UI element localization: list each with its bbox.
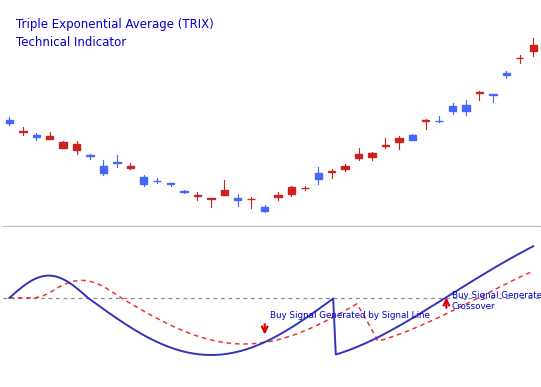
Bar xyxy=(288,187,295,194)
Bar xyxy=(194,195,201,196)
Bar xyxy=(234,198,241,200)
Bar xyxy=(408,135,416,140)
Bar xyxy=(46,136,54,139)
Bar xyxy=(73,144,80,150)
Bar xyxy=(127,166,134,168)
Text: Triple Exponential Average (TRIX)
Technical Indicator: Triple Exponential Average (TRIX) Techni… xyxy=(16,18,214,50)
Bar xyxy=(368,153,376,157)
Bar xyxy=(60,142,67,147)
Bar xyxy=(154,180,161,182)
Bar xyxy=(100,166,107,173)
Bar xyxy=(87,155,94,156)
Bar xyxy=(395,139,403,142)
Bar xyxy=(503,72,510,75)
Bar xyxy=(221,190,228,195)
Bar xyxy=(328,171,335,172)
Bar xyxy=(274,195,282,197)
Bar xyxy=(355,154,362,158)
Bar xyxy=(6,120,13,123)
Bar xyxy=(489,94,497,95)
Bar xyxy=(449,106,456,111)
Bar xyxy=(261,207,268,211)
Bar xyxy=(382,145,389,146)
Text: Buy Signal Generated by Signal Line: Buy Signal Generated by Signal Line xyxy=(270,312,430,320)
Bar xyxy=(341,166,349,169)
Bar xyxy=(113,162,121,163)
Bar xyxy=(140,177,147,183)
Bar xyxy=(19,131,27,132)
Bar xyxy=(180,191,188,192)
Bar xyxy=(422,120,430,121)
Bar xyxy=(315,173,322,179)
Bar xyxy=(32,135,40,137)
Bar xyxy=(530,45,537,51)
Text: Buy Signal Generated by Centerline
Crossover: Buy Signal Generated by Centerline Cross… xyxy=(452,291,541,311)
Bar xyxy=(463,105,470,111)
